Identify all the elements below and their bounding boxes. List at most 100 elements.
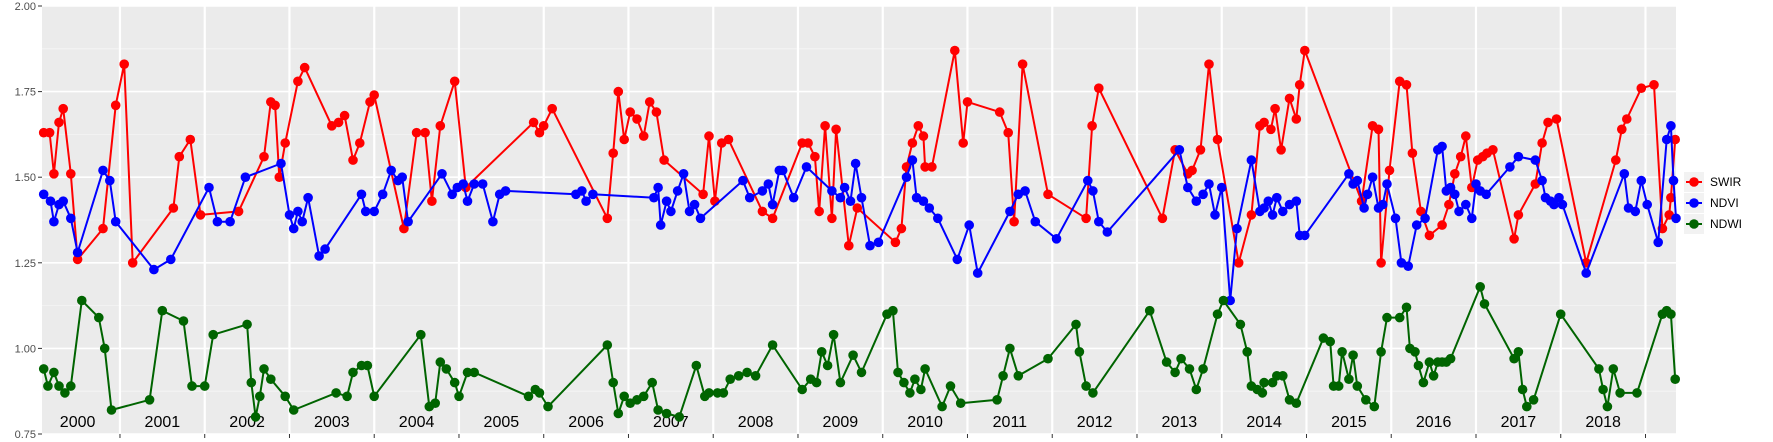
ndvi-point: [204, 182, 214, 193]
swir-point: [1087, 121, 1097, 131]
ndwi-point: [66, 381, 76, 391]
swir-point: [1373, 124, 1384, 135]
ndwi-point: [1005, 343, 1015, 354]
ndwi-point: [246, 377, 257, 388]
ndvi-point: [933, 213, 943, 224]
y-axis: 0.75 1.00 1.25 1.50 1.75 2.00: [15, 1, 1646, 441]
ndvi-point: [865, 240, 875, 251]
ndvi-point: [856, 192, 867, 203]
swir-point: [962, 97, 973, 107]
ndwi-point: [1401, 302, 1412, 313]
ndwi-point: [1278, 371, 1288, 381]
ndvi-point: [1630, 206, 1641, 217]
ndvi-point: [1020, 186, 1030, 196]
ndvi-point: [105, 175, 115, 186]
swir-point: [1043, 189, 1053, 200]
ndwi-point: [1218, 295, 1229, 306]
ndvi-point: [907, 155, 918, 165]
swir-point: [659, 155, 669, 165]
swir-point: [1017, 59, 1028, 69]
ndvi-point: [1088, 186, 1098, 196]
swir-point: [831, 124, 841, 135]
y-tick-label: 2.00: [15, 1, 36, 13]
swir-point: [1157, 213, 1168, 224]
grid: [42, 5, 1676, 435]
ndwi-point: [905, 388, 915, 398]
swir-point: [1081, 213, 1091, 224]
ndwi-point: [653, 405, 663, 415]
ndwi-point: [718, 388, 729, 398]
swir-point: [920, 162, 930, 172]
ndwi-point: [955, 398, 966, 409]
swir-point: [98, 223, 108, 234]
ndvi-point: [284, 210, 295, 220]
year-label: 2018: [1585, 414, 1621, 431]
ndwi-point: [99, 343, 110, 354]
ndwi-point: [1081, 381, 1091, 391]
ndwi-point: [1428, 371, 1439, 381]
ndvi-point: [488, 216, 498, 227]
swir-point: [608, 148, 618, 158]
swir-point: [420, 127, 430, 138]
ndvi-point: [839, 182, 850, 193]
swir-point: [1649, 80, 1659, 90]
ndwi-point: [916, 384, 926, 395]
ndvi-point: [212, 216, 223, 227]
swir-point: [1003, 127, 1013, 138]
ndwi-point: [369, 391, 380, 402]
year-label: 2010: [907, 414, 943, 431]
ndvi-point: [1210, 210, 1220, 220]
swir-point: [547, 103, 557, 114]
swir-point: [632, 114, 642, 124]
ndwi-point: [462, 367, 473, 378]
year-label: 2012: [1077, 414, 1113, 431]
ndvi-point: [827, 186, 837, 196]
ndwi-point: [144, 395, 155, 405]
swir-point: [1461, 131, 1471, 141]
swir-point: [195, 210, 206, 220]
ndwi-point: [38, 364, 49, 374]
swir-point: [270, 100, 280, 111]
swir-point: [1543, 117, 1553, 128]
ndwi-point: [893, 367, 903, 378]
swir-point: [449, 76, 460, 87]
swir-point: [293, 76, 303, 87]
ndvi-point: [293, 206, 303, 217]
swir-point: [913, 121, 924, 131]
ndwi-point: [998, 371, 1008, 381]
ndvi-point: [1232, 223, 1242, 234]
ndvi-point: [1300, 230, 1310, 241]
ndwi-point: [77, 295, 87, 306]
ndvi-point: [288, 223, 299, 234]
ndwi-point: [647, 377, 657, 388]
ndvi-point: [763, 179, 774, 189]
swir-point: [66, 169, 76, 179]
swir-point: [427, 196, 437, 206]
ndvi-point: [303, 192, 313, 203]
swir-point: [127, 258, 138, 268]
ndwi-point: [828, 329, 839, 340]
swir-point: [1212, 134, 1223, 145]
year-label: 2001: [145, 414, 181, 431]
ndvi-point: [1030, 216, 1041, 227]
swir-point: [49, 169, 59, 179]
ndwi-point: [60, 388, 70, 398]
swir-point: [1284, 93, 1295, 104]
ndvi-point: [1636, 175, 1647, 186]
swir-point: [638, 131, 649, 141]
ndwi-point: [1176, 353, 1186, 364]
ndwi-point: [523, 391, 534, 402]
ndwi-legend-marker: [1689, 219, 1699, 229]
ndwi-point: [1445, 353, 1456, 364]
swir-point: [333, 117, 344, 128]
swir-point: [348, 155, 358, 165]
ndwi-point: [49, 367, 59, 378]
swir-point: [1636, 83, 1647, 93]
ndvi-point: [1246, 155, 1257, 165]
swir-point: [534, 127, 545, 138]
ndwi-point: [1088, 388, 1098, 398]
swir-point: [355, 138, 365, 148]
ndwi-point: [1522, 401, 1532, 412]
ndwi-point: [1615, 388, 1625, 398]
